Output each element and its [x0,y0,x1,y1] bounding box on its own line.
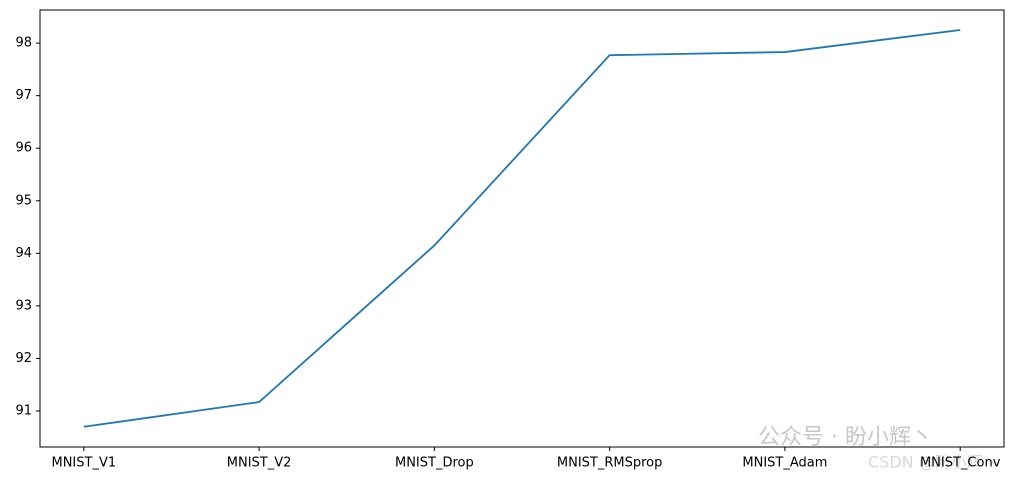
x-tick-label: MNIST_V1 [51,456,116,471]
x-tick-label: MNIST_V2 [227,456,292,471]
y-tick-label: 95 [15,193,32,208]
line [83,29,961,428]
y-tick-label: 96 [15,141,32,156]
y-tick-label: 93 [15,298,32,313]
watermark: CSDN @盼小辉丶 [868,453,999,472]
plot-frame [39,9,1005,448]
x-tick-label: MNIST_Conv [920,456,1001,471]
y-tick-label: 94 [15,246,32,261]
y-tick-label: 98 [15,36,32,51]
x-tick-label: MNIST_Drop [395,456,474,471]
y-tick-label: 92 [15,351,32,366]
x-tick-label: MNIST_Adam [742,456,827,471]
x-tick-label: MNIST_RMSprop [557,456,663,471]
watermark: 公众号 · 盼小辉丶 [758,425,933,450]
y-tick-label: 97 [15,88,32,103]
y-tick-label: 91 [15,403,32,418]
